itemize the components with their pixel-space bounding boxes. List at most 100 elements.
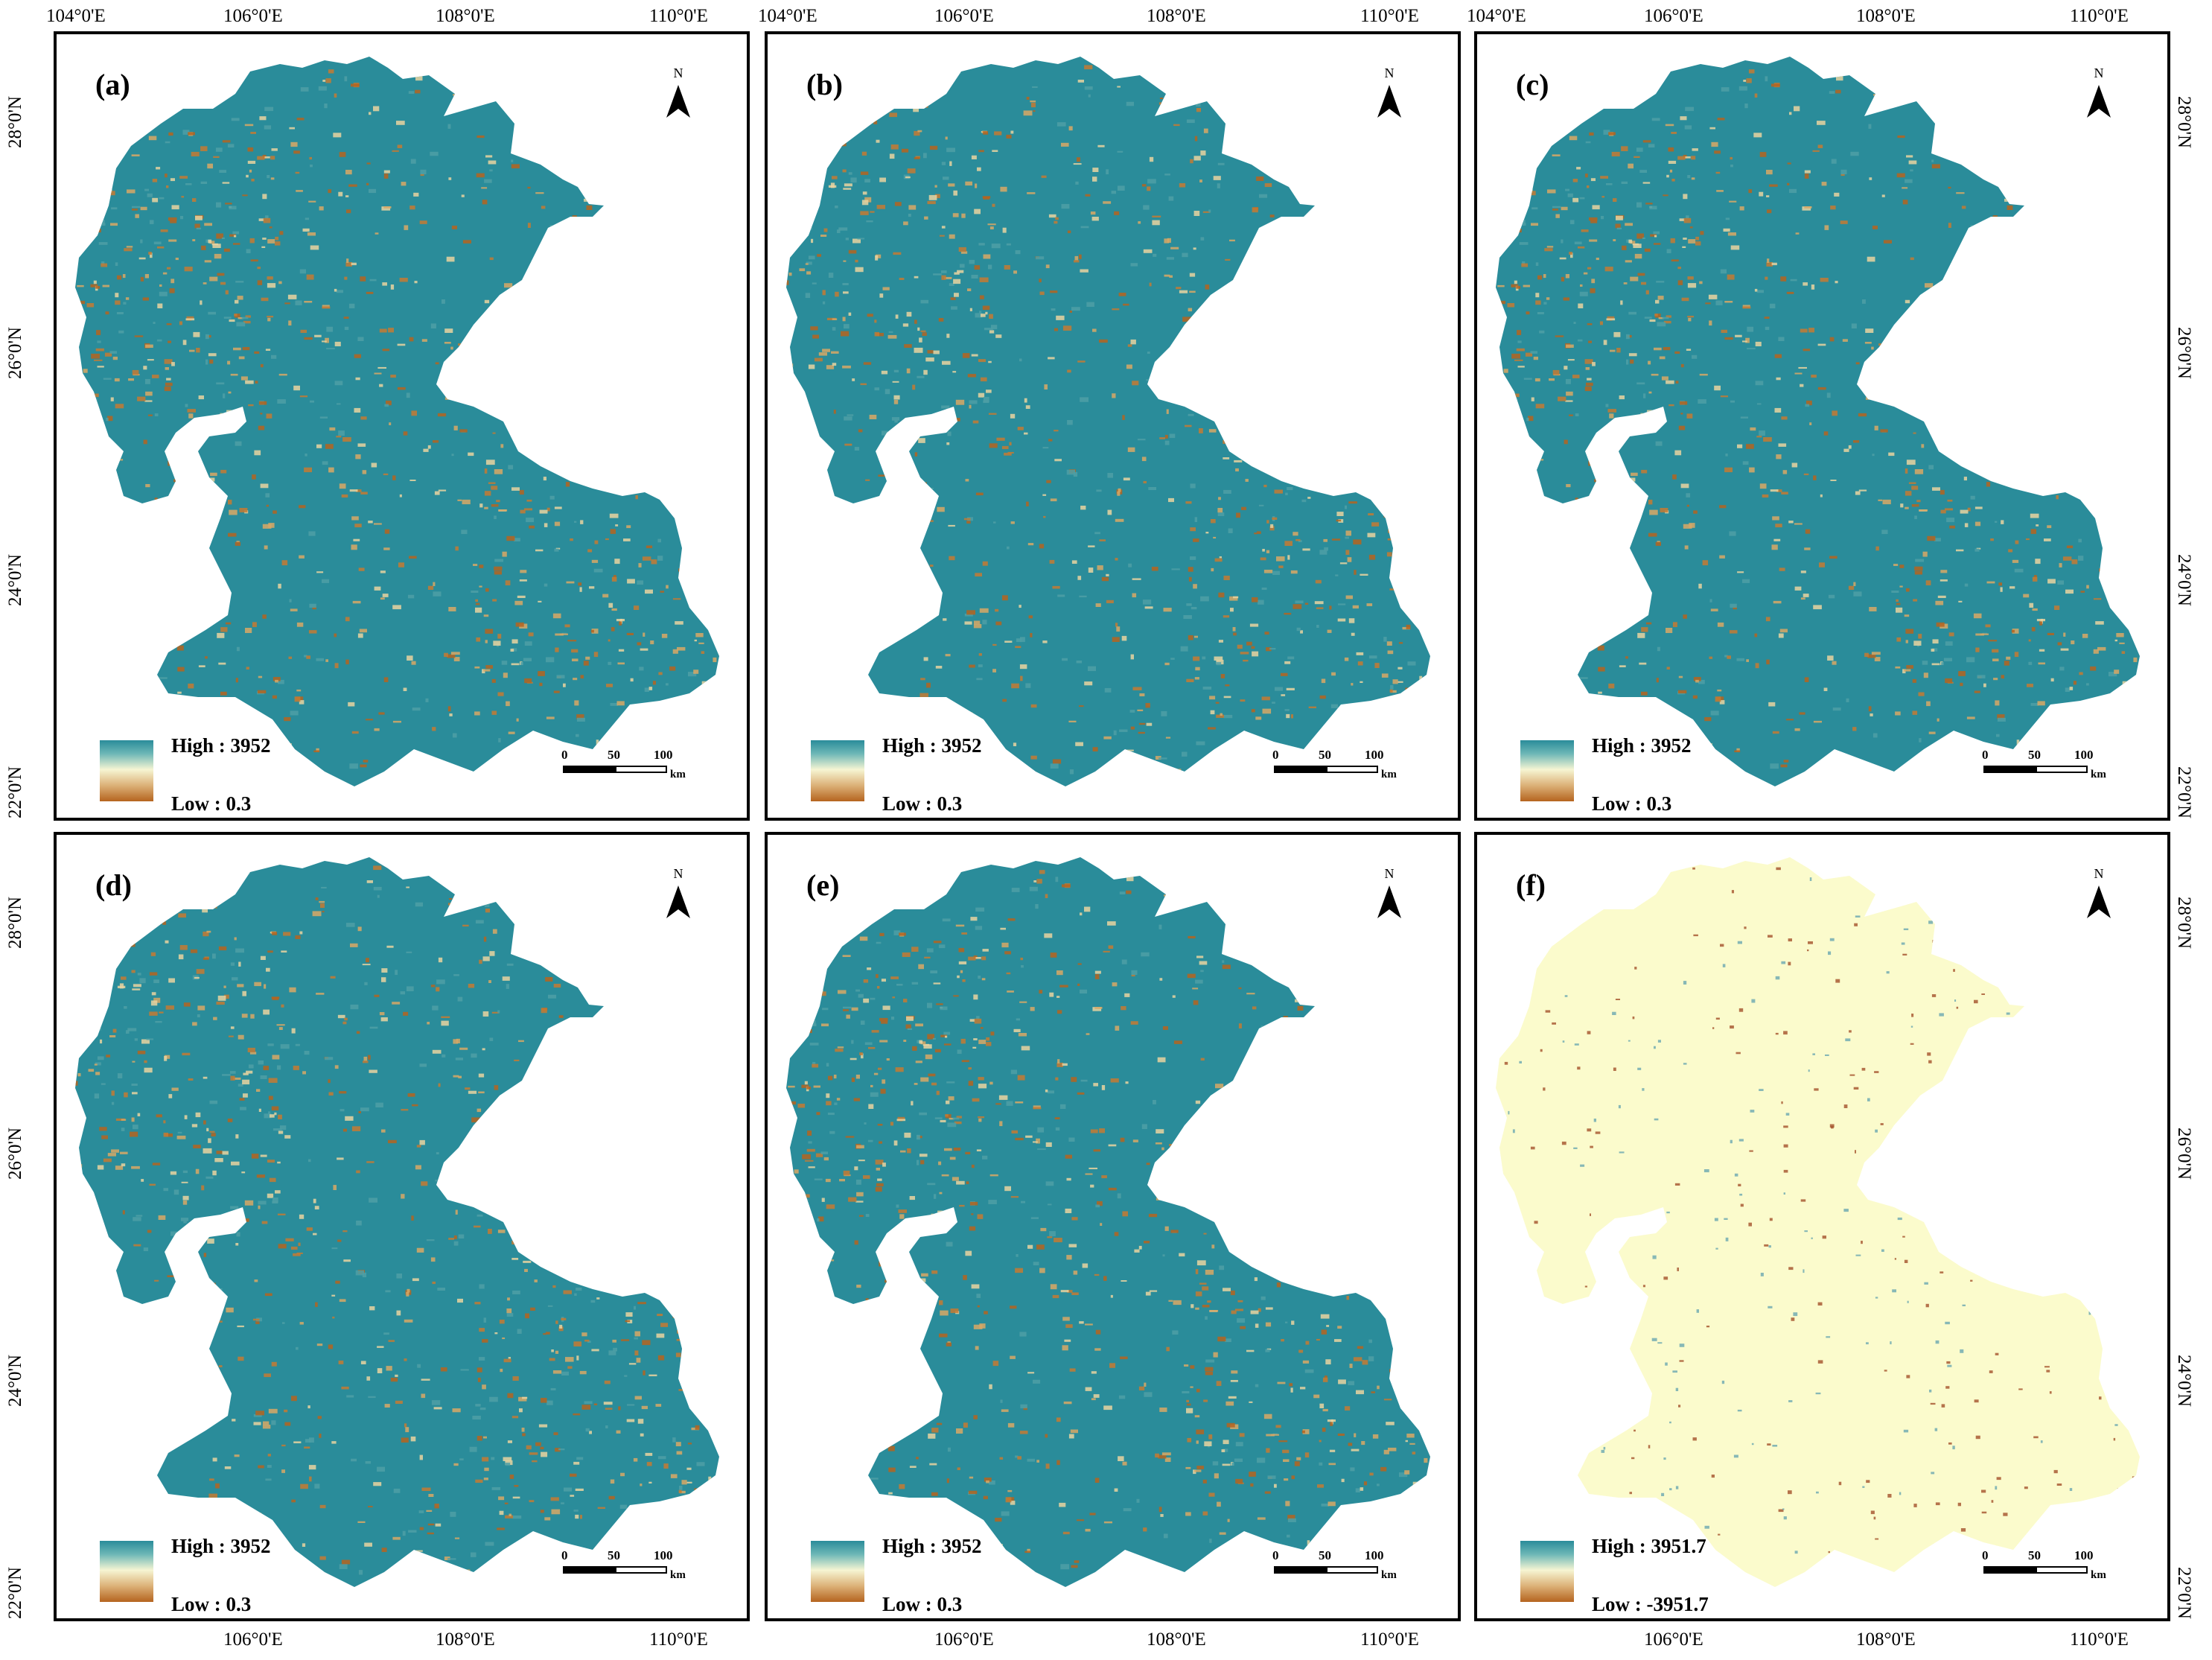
longitude-tick-label: 106°0'E bbox=[223, 6, 283, 26]
color-legend: High : 3952 Low : 0.3 bbox=[100, 1535, 323, 1617]
longitude-tick-label: 110°0'E bbox=[649, 1629, 708, 1650]
longitude-tick-label: 110°0'E bbox=[1360, 1629, 1419, 1650]
scale-segment-filled bbox=[563, 766, 615, 773]
scale-unit: km bbox=[670, 769, 686, 780]
scale-segment-filled bbox=[1983, 766, 2036, 773]
scale-tick-label: 50 bbox=[608, 748, 620, 762]
scale-unit: km bbox=[2091, 769, 2106, 780]
scale-tick-label: 0 bbox=[561, 1548, 568, 1562]
scale-bar: 0 50 100 km bbox=[1272, 748, 1400, 792]
panel-label: (d) bbox=[95, 868, 132, 902]
longitude-tick-label: 106°0'E bbox=[1644, 6, 1703, 26]
region-fill bbox=[786, 857, 1430, 1587]
latitude-tick-label: 26°0'N bbox=[5, 1127, 26, 1180]
longitude-tick-label: 106°0'E bbox=[934, 6, 994, 26]
legend-low-label: Low : 0.3 bbox=[1592, 792, 1672, 815]
longitude-tick-label: 108°0'E bbox=[1856, 6, 1916, 26]
north-letter: N bbox=[1384, 866, 1395, 881]
north-letter: N bbox=[2094, 66, 2104, 80]
latitude-tick-label: 24°0'N bbox=[5, 1354, 26, 1408]
map-panel-f: (f) N High : 3951.7 Low : -3951.7 0 50 100 km bbox=[1474, 832, 2170, 1621]
scale-tick-label: 100 bbox=[2074, 1548, 2094, 1562]
color-legend: High : 3952 Low : 0.3 bbox=[811, 734, 1034, 816]
latitude-tick-label: 22°0'N bbox=[5, 766, 26, 819]
latitude-tick-label: 26°0'N bbox=[5, 326, 26, 380]
color-ramp bbox=[1520, 1541, 1574, 1602]
legend-low-label: Low : 0.3 bbox=[882, 1593, 963, 1615]
scale-unit: km bbox=[2091, 1569, 2106, 1581]
legend-low-label: Low : 0.3 bbox=[171, 792, 252, 815]
legend-high-label: High : 3951.7 bbox=[1592, 1535, 1706, 1557]
color-ramp bbox=[811, 1541, 864, 1602]
scale-bar: 0 50 100 km bbox=[1982, 748, 2110, 792]
north-arrow-icon: N bbox=[656, 66, 701, 147]
longitude-tick-label: 110°0'E bbox=[2070, 1629, 2129, 1650]
scale-unit: km bbox=[1381, 769, 1397, 780]
color-ramp bbox=[811, 740, 864, 801]
scale-segment-empty bbox=[1326, 1566, 1378, 1574]
latitude-tick-label: 22°0'N bbox=[5, 1566, 26, 1620]
longitude-tick-label: 110°0'E bbox=[1360, 6, 1419, 26]
raster-map bbox=[75, 857, 719, 1587]
color-legend: High : 3952 Low : 0.3 bbox=[100, 734, 323, 816]
map-panel-c: (c) N High : 3952 Low : 0.3 0 50 100 km bbox=[1474, 31, 2170, 821]
longitude-tick-label: 110°0'E bbox=[649, 6, 708, 26]
latitude-tick-label: 24°0'N bbox=[2174, 553, 2195, 607]
scale-tick-label: 0 bbox=[561, 748, 568, 762]
scale-segment-empty bbox=[2036, 766, 2088, 773]
latitude-tick-label: 28°0'N bbox=[2174, 896, 2195, 950]
north-letter: N bbox=[1384, 66, 1395, 80]
map-panel-e: (e) N High : 3952 Low : 0.3 0 50 100 km bbox=[765, 832, 1461, 1621]
legend-high-label: High : 3952 bbox=[1592, 734, 1692, 757]
scale-segment-empty bbox=[1326, 766, 1378, 773]
scale-tick-label: 0 bbox=[1272, 748, 1279, 762]
longitude-tick-label: 104°0'E bbox=[46, 6, 106, 26]
scale-tick-label: 50 bbox=[608, 1548, 620, 1562]
scale-bar: 0 50 100 km bbox=[1982, 1548, 2110, 1593]
region-fill bbox=[786, 57, 1430, 786]
latitude-tick-label: 26°0'N bbox=[2174, 1127, 2195, 1180]
color-ramp bbox=[100, 740, 153, 801]
panel-label: (e) bbox=[806, 868, 840, 902]
legend-low-label: Low : 0.3 bbox=[171, 1593, 252, 1615]
longitude-tick-label: 110°0'E bbox=[2070, 6, 2129, 26]
color-legend: High : 3952 Low : 0.3 bbox=[1520, 734, 1744, 816]
longitude-tick-label: 104°0'E bbox=[1467, 6, 1526, 26]
north-arrow-icon: N bbox=[2076, 866, 2121, 948]
scale-tick-label: 100 bbox=[2074, 748, 2094, 762]
north-arrow-icon: N bbox=[1367, 866, 1412, 948]
region-fill bbox=[75, 57, 719, 786]
scale-segment-filled bbox=[563, 1566, 615, 1574]
legend-low-label: Low : -3951.7 bbox=[1592, 1593, 1709, 1615]
scale-tick-label: 100 bbox=[1365, 1548, 1384, 1562]
scale-segment-empty bbox=[615, 1566, 667, 1574]
north-arrow-icon: N bbox=[656, 866, 701, 948]
scale-segment-filled bbox=[1983, 1566, 2036, 1574]
north-arrow-icon: N bbox=[1367, 66, 1412, 147]
region-fill bbox=[1496, 857, 2140, 1587]
panel-label: (c) bbox=[1516, 68, 1549, 101]
scale-bar: 0 50 100 km bbox=[561, 748, 689, 792]
legend-low-label: Low : 0.3 bbox=[882, 792, 963, 815]
map-panel-a: (a) N High : 3952 Low : 0.3 0 50 100 km bbox=[54, 31, 750, 821]
legend-high-label: High : 3952 bbox=[882, 734, 982, 757]
longitude-tick-label: 108°0'E bbox=[436, 1629, 495, 1650]
latitude-tick-label: 28°0'N bbox=[5, 896, 26, 950]
legend-high-label: High : 3952 bbox=[171, 1535, 271, 1557]
longitude-tick-label: 108°0'E bbox=[1856, 1629, 1916, 1650]
longitude-tick-label: 106°0'E bbox=[1644, 1629, 1703, 1650]
panel-label: (a) bbox=[95, 68, 130, 101]
scale-tick-label: 100 bbox=[654, 748, 673, 762]
raster-map bbox=[75, 57, 719, 786]
latitude-tick-label: 26°0'N bbox=[2174, 326, 2195, 380]
scale-tick-label: 50 bbox=[1319, 748, 1331, 762]
north-letter: N bbox=[673, 66, 683, 80]
longitude-tick-label: 106°0'E bbox=[934, 1629, 994, 1650]
panel-label: (f) bbox=[1516, 868, 1546, 902]
longitude-tick-label: 108°0'E bbox=[1147, 6, 1206, 26]
map-panel-b: (b) N High : 3952 Low : 0.3 0 50 100 km bbox=[765, 31, 1461, 821]
scale-unit: km bbox=[670, 1569, 686, 1581]
raster-map bbox=[786, 57, 1430, 786]
latitude-tick-label: 28°0'N bbox=[2174, 95, 2195, 149]
